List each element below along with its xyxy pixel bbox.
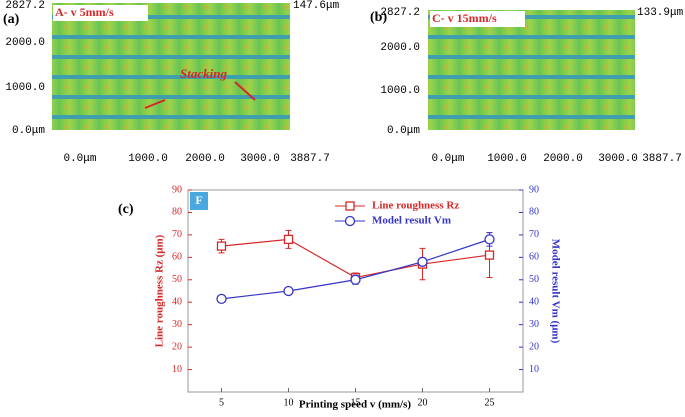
x-tick-label: 20 bbox=[418, 397, 428, 408]
panel-label: (b) bbox=[370, 10, 387, 25]
x-tick-label: 3000.0 bbox=[240, 153, 280, 165]
series-line bbox=[221, 238, 490, 279]
y-tick-label: 80 bbox=[172, 207, 182, 218]
marker bbox=[345, 201, 355, 211]
x-tick-label: 3887.7 bbox=[290, 153, 330, 165]
inset-box bbox=[53, 5, 148, 21]
y2-tick-label: 80 bbox=[529, 207, 539, 218]
x-tick-label: 1000.0 bbox=[128, 153, 168, 165]
x-tick-label: 3000.0 bbox=[598, 153, 638, 165]
x-tick-label: 1000.0 bbox=[487, 153, 527, 165]
marker bbox=[216, 241, 227, 251]
series-line bbox=[221, 238, 490, 300]
legend-label: Line roughness Rz bbox=[372, 200, 459, 212]
y-tick-label: 1000.0 bbox=[5, 82, 45, 94]
scale-max: 133.9μm bbox=[637, 7, 684, 19]
y-tick-label: 40 bbox=[172, 297, 182, 308]
inset-label: C- v 15mm/s bbox=[432, 11, 497, 25]
micrograph-a bbox=[52, 3, 290, 130]
y-tick-label: 10 bbox=[172, 364, 182, 375]
y2-tick-label: 70 bbox=[529, 229, 539, 240]
arrow bbox=[144, 99, 166, 109]
y2-tick-label: 60 bbox=[529, 252, 539, 263]
arrow bbox=[234, 81, 256, 101]
y-tick-label: 2000.0 bbox=[380, 42, 420, 54]
y-tick-label: 60 bbox=[172, 252, 182, 263]
tag: F bbox=[195, 193, 202, 207]
plot-frame bbox=[187, 189, 524, 393]
y-tick-label: 2827.2 bbox=[380, 7, 420, 19]
x-tick-label: 2000.0 bbox=[543, 153, 583, 165]
y2-tick-label: 50 bbox=[529, 274, 539, 285]
y-tick-label: 0.0μm bbox=[387, 125, 420, 137]
panel-label: (c) bbox=[118, 202, 134, 217]
y2-tick-label: 20 bbox=[529, 341, 539, 352]
y2-axis-label: Model result Vm (μm) bbox=[549, 239, 561, 344]
x-tick-label: 10 bbox=[284, 397, 294, 408]
x-tick-label: 5 bbox=[219, 397, 224, 408]
y2-tick-label: 40 bbox=[529, 297, 539, 308]
x-tick-label: 0.0μm bbox=[431, 153, 464, 165]
micrograph-b bbox=[428, 10, 635, 130]
scale-max: 147.6μm bbox=[293, 0, 340, 12]
y-tick-label: 20 bbox=[172, 341, 182, 352]
x-axis-label: Printing speed v (mm/s) bbox=[299, 399, 411, 411]
marker bbox=[484, 234, 495, 245]
y-tick-label: 0.0μm bbox=[12, 125, 45, 137]
y-tick-label: 2827.2 bbox=[5, 0, 45, 12]
y-tick-label: 30 bbox=[172, 319, 182, 330]
panel-label: (a) bbox=[3, 12, 20, 27]
legend-label: Model result Vm bbox=[372, 215, 451, 227]
x-tick-label: 15 bbox=[351, 397, 361, 408]
y-axis-label: Line roughness Rz (μm) bbox=[154, 234, 166, 347]
marker bbox=[350, 274, 361, 285]
y2-tick-label: 90 bbox=[529, 184, 539, 195]
x-tick-label: 0.0μm bbox=[63, 153, 96, 165]
inset-label: A- v 5mm/s bbox=[55, 5, 114, 19]
y-tick-label: 50 bbox=[172, 274, 182, 285]
y2-tick-label: 30 bbox=[529, 319, 539, 330]
y-tick-label: 70 bbox=[172, 229, 182, 240]
marker bbox=[484, 250, 495, 260]
x-tick-label: 2000.0 bbox=[185, 153, 225, 165]
y-tick-label: 1000.0 bbox=[380, 85, 420, 97]
y-tick-label: 2000.0 bbox=[5, 37, 45, 49]
marker bbox=[417, 256, 428, 267]
marker bbox=[216, 293, 227, 305]
marker bbox=[283, 234, 294, 245]
annotation: Stacking bbox=[180, 66, 227, 81]
x-tick-label: 3887.7 bbox=[642, 153, 682, 165]
y2-tick-label: 10 bbox=[529, 364, 539, 375]
x-tick-label: 25 bbox=[485, 397, 495, 408]
inset-box bbox=[430, 11, 525, 27]
y-tick-label: 90 bbox=[172, 184, 182, 195]
marker bbox=[283, 285, 294, 297]
tag-box bbox=[190, 192, 208, 210]
marker bbox=[344, 215, 356, 227]
